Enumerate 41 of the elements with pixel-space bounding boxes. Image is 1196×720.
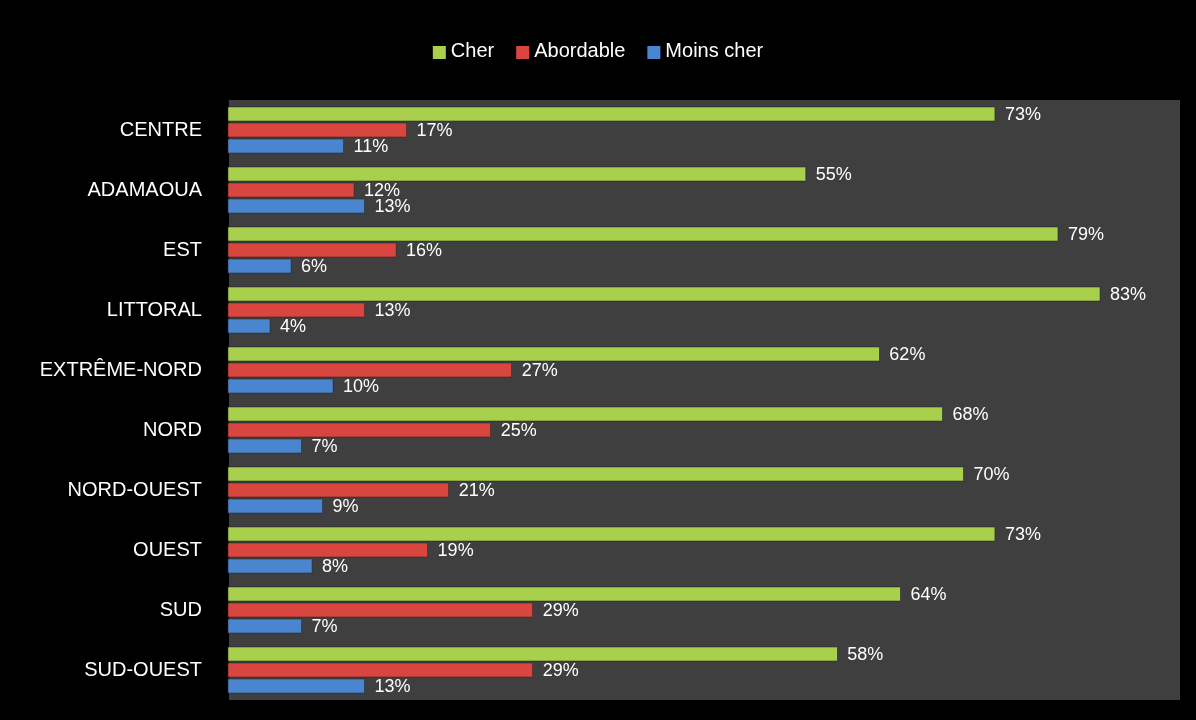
y-tick-label: OUEST	[133, 538, 202, 561]
data-label: 58%	[847, 644, 884, 664]
legend-label: Abordable	[534, 39, 626, 61]
data-label: 7%	[311, 616, 338, 636]
data-label: 13%	[374, 300, 411, 320]
legend-label: Cher	[450, 39, 495, 61]
data-label: 83%	[1110, 284, 1147, 304]
y-tick-label: NORD	[143, 418, 202, 441]
y-tick-label: ADAMAOUA	[87, 178, 203, 201]
y-tick-label: LITTORAL	[106, 298, 202, 321]
data-label: 73%	[1004, 524, 1041, 544]
data-label: 70%	[973, 464, 1010, 484]
y-tick-label: SUD	[159, 598, 202, 621]
data-label: 29%	[542, 600, 579, 620]
data-label: 11%	[353, 136, 389, 156]
data-label: 55%	[815, 164, 852, 184]
data-label: 10%	[343, 376, 380, 396]
y-tick-label: EST	[163, 238, 202, 261]
data-label: 79%	[1067, 224, 1105, 244]
data-label: 21%	[458, 480, 495, 500]
data-label: 29%	[542, 660, 579, 680]
data-label: 62%	[889, 344, 926, 364]
data-label: 19%	[437, 540, 474, 560]
legend-label: Moins cher	[665, 39, 764, 61]
data-label: 16%	[406, 240, 443, 260]
data-label: 27%	[521, 360, 558, 380]
y-tick-label: NORD-OUEST	[67, 478, 202, 501]
data-label: 4%	[280, 316, 307, 336]
y-tick-label: EXTRÊME-NORD	[39, 358, 202, 381]
data-label: 7%	[311, 436, 338, 456]
data-label: 17%	[416, 120, 453, 140]
data-label: 64%	[910, 584, 947, 604]
data-label: 9%	[332, 496, 359, 516]
y-tick-label: CENTRE	[119, 118, 202, 141]
y-tick-label: SUD-OUEST	[84, 658, 202, 681]
data-label: 13%	[374, 676, 411, 696]
data-label: 8%	[322, 556, 349, 576]
data-label: 68%	[952, 404, 989, 424]
data-label: 6%	[301, 256, 328, 276]
data-label: 25%	[500, 420, 537, 440]
data-label: 73%	[1004, 104, 1041, 124]
